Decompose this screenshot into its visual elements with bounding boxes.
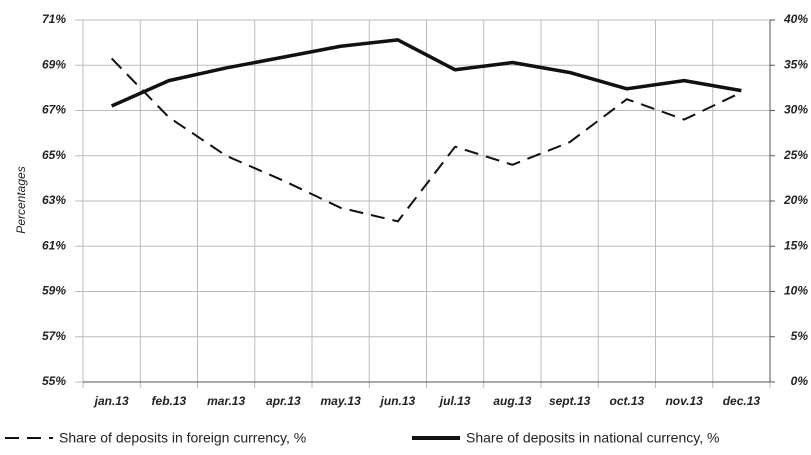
y-axis-label: Percentages xyxy=(14,166,28,233)
x-tick-label: aug.13 xyxy=(493,394,531,408)
x-tick-label: sept.13 xyxy=(549,394,591,408)
y2-tick-label: 15% xyxy=(784,238,808,252)
y2-tick-label: 10% xyxy=(784,284,808,298)
x-tick-label: jun.13 xyxy=(379,394,416,408)
y-tick-label: 55% xyxy=(42,374,66,388)
x-tick-label: apr.13 xyxy=(266,394,301,408)
y-tick-label: 63% xyxy=(42,193,66,207)
y-tick-label: 71% xyxy=(42,12,66,26)
y2-tick-label: 20% xyxy=(783,193,808,207)
y-tick-label: 65% xyxy=(42,148,66,162)
x-tick-label: jan.13 xyxy=(93,394,129,408)
series-line xyxy=(110,38,742,108)
y-tick-label: 57% xyxy=(42,329,66,343)
x-tick-label: mar.13 xyxy=(207,394,245,408)
y2-tick-label: 0% xyxy=(791,374,809,388)
legend-label: Share of deposits in national currency, … xyxy=(466,430,719,446)
y-tick-label: 67% xyxy=(42,103,66,117)
y2-tick-label: 25% xyxy=(783,148,808,162)
x-tick-label: may.13 xyxy=(320,394,361,408)
legend-label: Share of deposits in foreign currency, % xyxy=(59,430,306,446)
y-tick-label: 61% xyxy=(42,238,66,252)
y-tick-label: 59% xyxy=(42,284,66,298)
y2-tick-label: 35% xyxy=(784,57,808,71)
y2-tick-label: 5% xyxy=(791,329,809,343)
x-tick-label: jul.13 xyxy=(438,394,471,408)
x-tick-label: dec.13 xyxy=(723,394,761,408)
series-line xyxy=(110,57,742,223)
y2-tick-label: 30% xyxy=(784,103,808,117)
y2-tick-label: 40% xyxy=(783,12,808,26)
y-tick-label: 69% xyxy=(42,57,66,71)
x-tick-label: oct.13 xyxy=(610,394,645,408)
x-tick-label: nov.13 xyxy=(665,394,703,408)
x-tick-label: feb.13 xyxy=(152,394,187,408)
